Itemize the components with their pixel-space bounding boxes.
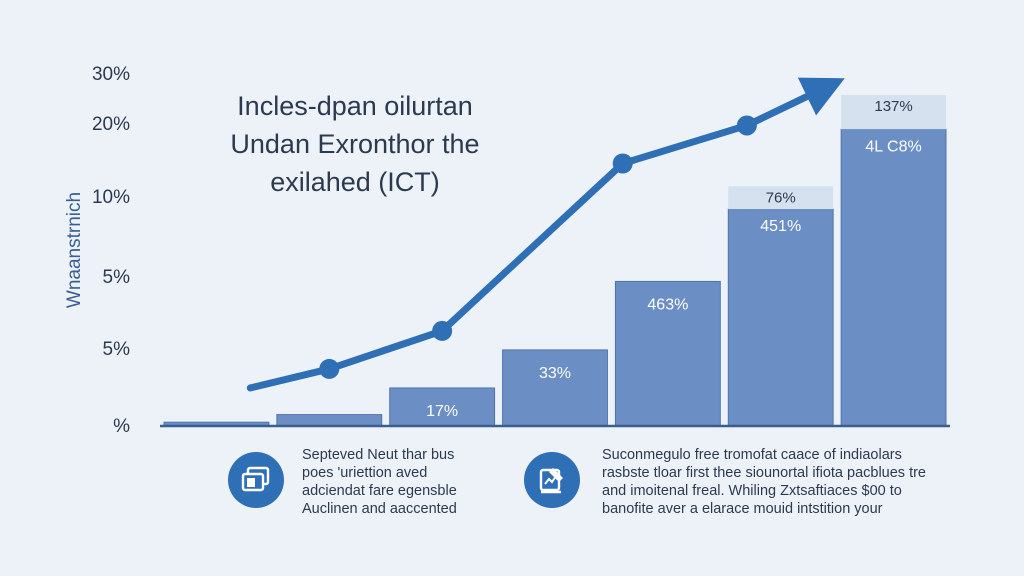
bar-cap: [728, 186, 834, 210]
info-card-1-line: adciendat fare egensble: [302, 483, 457, 499]
chart-title-line: exilahed (ICT): [270, 167, 440, 197]
bar: [727, 208, 834, 427]
y-tick-label: 5%: [103, 267, 131, 288]
bar-cap-label: 76%: [766, 189, 796, 206]
info-card-2-line: banofite aver a elarace mouid intstition…: [602, 501, 883, 517]
info-card-2-line: and imoitenal freal. Whiling Zxtsaftiace…: [602, 483, 902, 499]
trend-line: [246, 77, 845, 392]
y-tick-label: %: [113, 416, 130, 437]
bar: [502, 349, 608, 427]
bar-cap-label: 137%: [874, 98, 912, 115]
chart-title-line: Incles-dpan oilurtan: [237, 91, 473, 121]
y-tick-label: 5%: [103, 339, 131, 360]
y-axis-label: Wnaanstrnich: [64, 192, 85, 308]
info-card-2-line: rasbste tloar first thee siounortal ifio…: [602, 465, 926, 481]
trend-point: [736, 115, 757, 136]
bar-value-label: 451%: [760, 218, 801, 235]
info-card-2: Suconmegulo free tromofat caace of india…: [524, 446, 926, 518]
info-card-2-text: Suconmegulo free tromofat caace of india…: [602, 446, 926, 518]
y-tick-label: 30%: [92, 64, 130, 85]
bar: [614, 280, 721, 427]
info-card-2-line: Suconmegulo free tromofat caace of india…: [602, 447, 902, 463]
report-edit-icon: [524, 452, 580, 508]
info-card-1-line: Auclinen and aaccented: [302, 501, 457, 517]
bar-cap: [841, 95, 946, 130]
bar: [276, 414, 383, 427]
trend-point: [319, 358, 340, 379]
trend-point: [432, 320, 453, 341]
y-axis-ticks: 30% 20% 10% 5% 5%%: [92, 64, 130, 437]
trend-line-path: [246, 77, 845, 392]
bars: 17% 33% 463% 76% 451% 137% 4L C8%: [163, 95, 947, 427]
bar-value-label: 4L C8%: [865, 138, 921, 155]
documents-icon: [228, 452, 284, 508]
chart-title: Incles-dpan oilurtan Undan Exronthor the e…: [230, 91, 479, 197]
info-card-1-text: Septeved Neut thar bus poes 'uriettion a…: [302, 446, 457, 518]
bar: [840, 128, 947, 427]
chart-title-line: Undan Exronthor the: [230, 129, 479, 159]
bar-value-label: 463%: [647, 296, 688, 313]
trend-point: [612, 153, 633, 174]
info-card-1-line: Septeved Neut thar bus: [302, 447, 455, 463]
info-card-1-line: poes 'uriettion aved: [302, 465, 428, 481]
y-tick-label: 20%: [92, 114, 130, 135]
bar-value-label: 33%: [539, 365, 571, 382]
info-card-1: Septeved Neut thar bus poes 'uriettion a…: [228, 446, 457, 518]
bar: [389, 387, 496, 427]
bar-value-label: 17%: [426, 403, 458, 420]
y-tick-label: 10%: [92, 187, 130, 208]
